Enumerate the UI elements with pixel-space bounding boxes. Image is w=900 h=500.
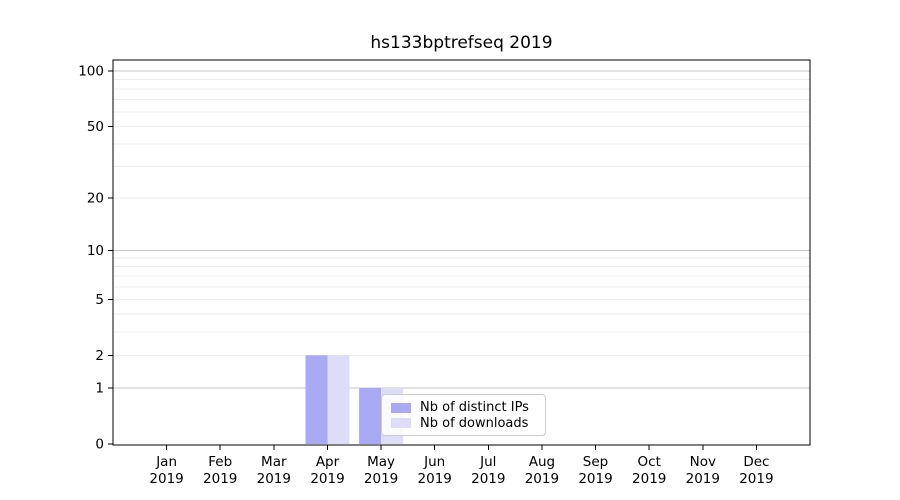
y-tick-label: 100 xyxy=(78,64,104,80)
x-tick-label-year: 2019 xyxy=(578,471,612,487)
y-tick-label: 0 xyxy=(95,437,104,453)
chart-title: hs133bptrefseq 2019 xyxy=(370,33,553,53)
x-tick-label-year: 2019 xyxy=(364,471,398,487)
x-tick-label-year: 2019 xyxy=(632,471,666,487)
y-tick-label: 5 xyxy=(95,292,104,308)
x-tick-label-month: Aug xyxy=(529,454,555,470)
y-tick-label: 20 xyxy=(87,191,104,207)
x-tick-label-month: Jan xyxy=(155,454,177,470)
x-tick-label-year: 2019 xyxy=(471,471,505,487)
x-tick-label-month: Oct xyxy=(638,454,661,470)
bar-apr-nb-of-downloads xyxy=(327,355,350,444)
x-tick-label-month: Sep xyxy=(583,454,608,470)
x-tick-label-year: 2019 xyxy=(310,471,344,487)
x-tick-label-year: 2019 xyxy=(525,471,559,487)
x-tick-label-year: 2019 xyxy=(257,471,291,487)
x-tick-label-year: 2019 xyxy=(686,471,720,487)
x-tick-label-month: May xyxy=(367,454,395,470)
legend-label-downloads: Nb of downloads xyxy=(420,415,529,431)
x-tick-label-month: Mar xyxy=(261,454,287,470)
legend-item-distinct-ips: Nb of distinct IPs xyxy=(391,400,536,415)
y-tick-label: 50 xyxy=(87,119,104,135)
y-tick-label: 1 xyxy=(95,381,104,397)
x-tick-label-month: Dec xyxy=(743,454,769,470)
legend-item-downloads: Nb of downloads xyxy=(391,416,536,431)
y-tick-label: 10 xyxy=(87,243,104,259)
x-tick-label-year: 2019 xyxy=(203,471,237,487)
distinct-ips-swatch xyxy=(391,402,411,413)
x-tick-label-year: 2019 xyxy=(418,471,452,487)
x-tick-label-month: Feb xyxy=(208,454,232,470)
x-tick-label-month: Jun xyxy=(423,454,445,470)
legend-label-distinct-ips: Nb of distinct IPs xyxy=(420,400,529,416)
bar-apr-nb-of-distinct-ips xyxy=(305,355,328,444)
legend: Nb of distinct IPs Nb of downloads xyxy=(381,394,546,436)
downloads-swatch xyxy=(391,418,411,429)
x-tick-label-month: Apr xyxy=(316,454,340,470)
x-tick-label-month: Jul xyxy=(479,454,496,470)
x-tick-label-year: 2019 xyxy=(739,471,773,487)
y-tick-label: 2 xyxy=(95,348,104,364)
bar-may-nb-of-distinct-ips xyxy=(359,388,382,444)
plot-border xyxy=(112,59,811,446)
x-tick-label-month: Nov xyxy=(690,454,716,470)
x-tick-label-year: 2019 xyxy=(149,471,183,487)
